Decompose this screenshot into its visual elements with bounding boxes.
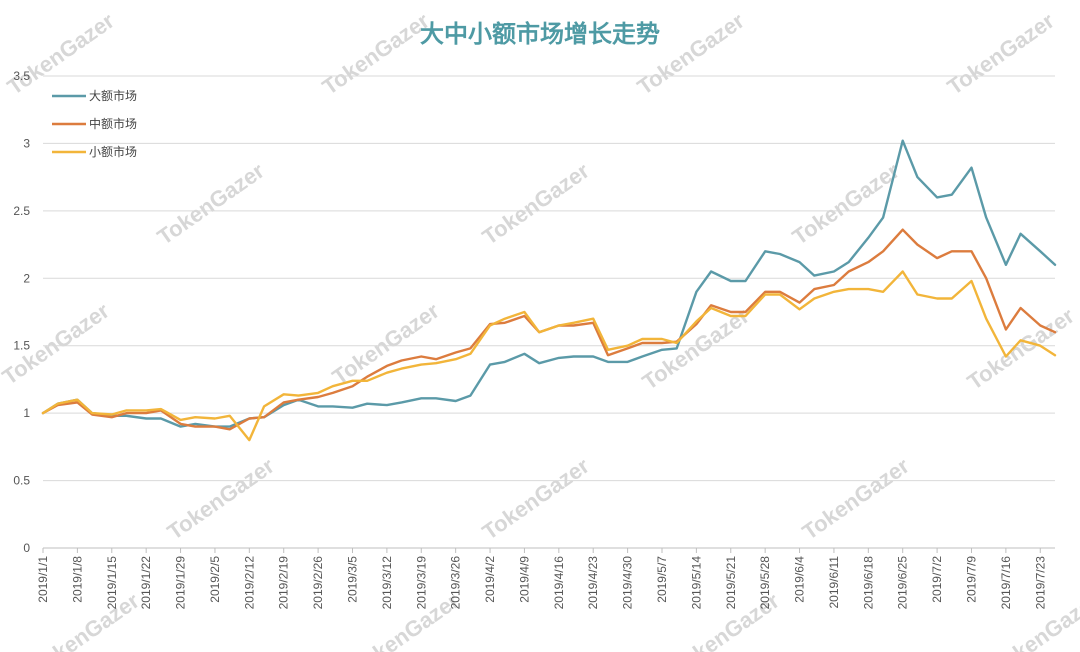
x-tick-label: 2019/3/19 [414, 556, 428, 610]
x-tick-label: 2019/7/9 [964, 556, 978, 603]
x-tick-label: 2019/1/1 [36, 556, 50, 603]
x-tick-label: 2019/2/26 [311, 556, 325, 610]
x-tick-label: 2019/7/23 [1033, 556, 1047, 610]
x-tick-label: 2019/2/19 [277, 556, 291, 610]
watermark-text: TokenGazer [943, 8, 1060, 100]
watermark-text: TokenGazer [318, 8, 435, 100]
x-tick-label: 2019/1/8 [70, 556, 84, 603]
series-line-3 [41, 270, 1057, 442]
x-tick-label: 2019/5/14 [689, 556, 703, 610]
x-tick-label: 2019/6/25 [896, 556, 910, 610]
y-tick-label: 2.5 [13, 204, 30, 218]
series-lines [41, 139, 1057, 442]
x-tick-label: 2019/5/28 [758, 556, 772, 610]
x-tick-label: 2019/3/26 [449, 556, 463, 610]
x-tick-label: 2019/4/23 [586, 556, 600, 610]
y-tick-label: 1 [23, 406, 30, 420]
y-tick-label: 3 [23, 136, 30, 150]
x-tick-label: 2019/1/22 [139, 556, 153, 610]
watermark-text: TokenGazer [163, 453, 280, 545]
x-tick-label: 2019/4/9 [517, 556, 531, 603]
x-tick-label: 2019/5/21 [724, 556, 738, 610]
legend-label: 大额市场 [89, 88, 137, 103]
watermark-text: TokenGazer [348, 588, 465, 652]
y-tick-label: 3.5 [13, 69, 30, 83]
x-tick-label: 2019/2/12 [242, 556, 256, 610]
y-tick-label: 0.5 [13, 474, 30, 488]
legend-label: 中额市场 [89, 116, 137, 131]
x-tick-label: 2019/6/4 [793, 556, 807, 603]
x-tick-label: 2019/4/2 [483, 556, 497, 603]
y-tick-label: 2 [23, 271, 30, 285]
x-tick-label: 2019/7/16 [999, 556, 1013, 610]
x-tick-label: 2019/4/30 [621, 556, 635, 610]
legend-label: 小额市场 [89, 144, 137, 159]
x-tick-label: 2019/2/5 [208, 556, 222, 603]
x-tick-label: 2019/6/18 [861, 556, 875, 610]
watermark-text: TokenGazer [153, 158, 270, 250]
x-tick-label: 2019/6/11 [827, 556, 841, 609]
watermark-text: TokenGazer [798, 453, 915, 545]
chart-title: 大中小额市场增长走势 [420, 20, 660, 48]
watermark-text: TokenGazer [478, 158, 595, 250]
watermark-text: TokenGazer [963, 303, 1080, 395]
x-tick-label: 2019/3/5 [345, 556, 359, 603]
grid-lines [43, 75, 1055, 549]
watermark-text: TokenGazer [3, 8, 120, 100]
y-tick-label: 1.5 [13, 339, 30, 353]
x-tick-label: 2019/7/2 [930, 556, 944, 603]
y-tick-label: 0 [23, 541, 30, 555]
x-tick-label: 2019/4/16 [552, 556, 566, 610]
x-tick-label: 2019/1/15 [105, 556, 119, 610]
x-tick-label: 2019/5/7 [655, 556, 669, 603]
y-axis-ticks: 0 0.5 1 1.5 2 2.5 3 3.5 [13, 69, 30, 555]
watermark-layer: TokenGazer TokenGazer TokenGazer TokenGazer… [0, 8, 1080, 652]
x-tick-label: 2019/1/29 [174, 556, 188, 610]
x-axis-ticks: 2019/1/1 2019/1/8 2019/1/15 2019/1/22 2019/1… [36, 548, 1047, 609]
watermark-text: TokenGazer [478, 453, 595, 545]
watermark-text: TokenGazer [328, 298, 445, 390]
x-tick-label: 2019/3/12 [380, 556, 394, 610]
